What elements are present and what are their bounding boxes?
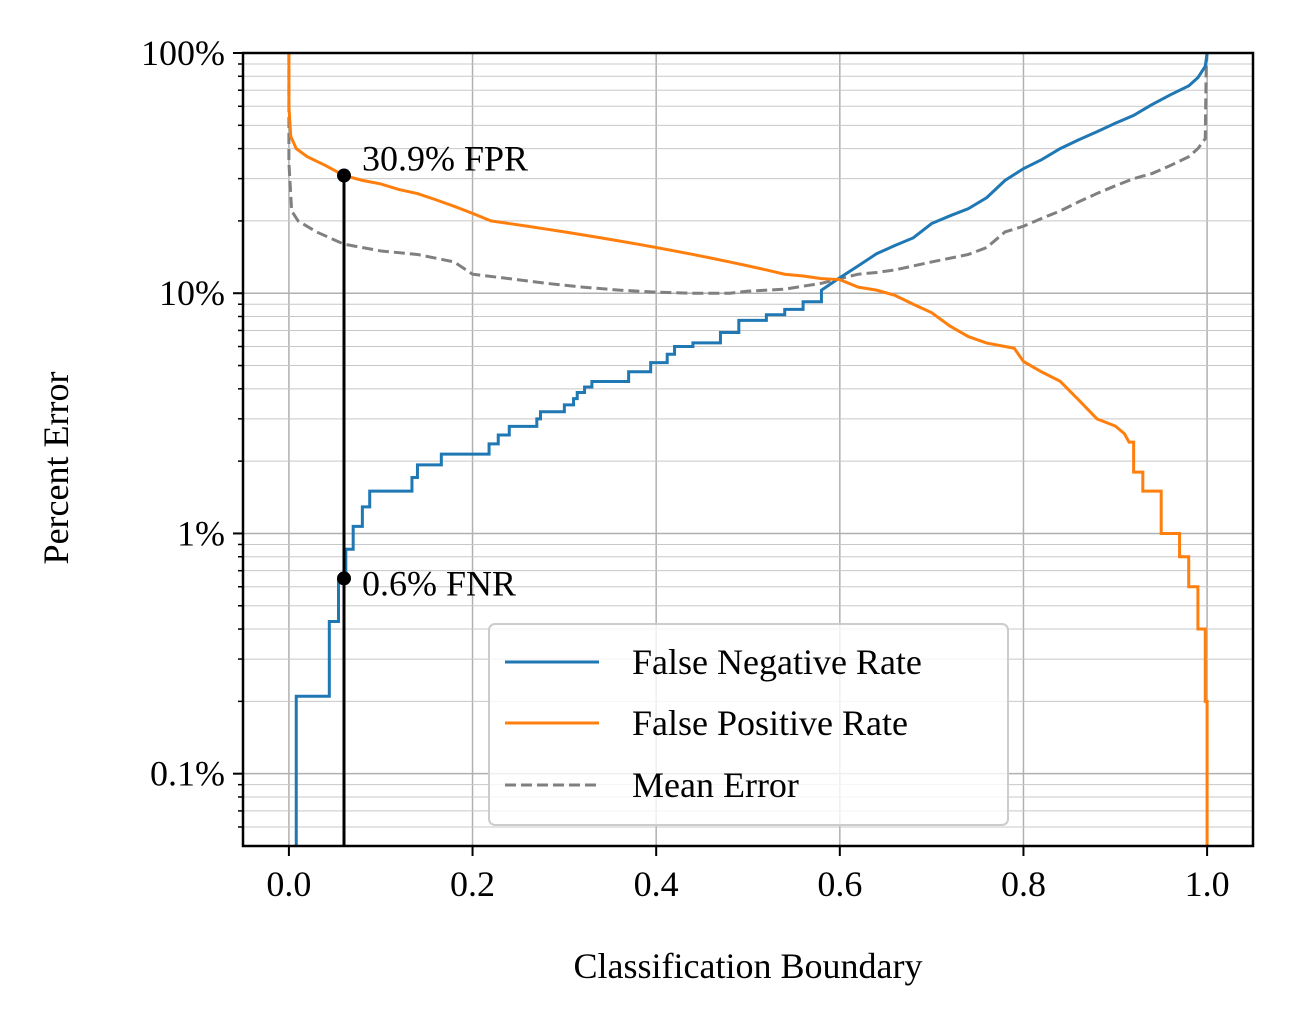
legend-label-false-negative-rate: False Negative Rate: [632, 642, 922, 682]
legend-box: [488, 623, 1009, 826]
x-tick-label: 1.0: [1185, 864, 1230, 904]
legend-label-false-positive-rate: False Positive Rate: [632, 703, 908, 743]
threshold-point: [337, 168, 351, 183]
x-tick-label: 0.8: [1001, 864, 1046, 904]
y-axis-label: Percent Error: [36, 372, 76, 565]
series-lines: [287, 53, 1209, 846]
axis-ticks: 0.0 0.2 0.4 0.6 0.8 1.0 0.1% 1% 10% 100%: [141, 33, 1230, 904]
x-tick-label: 0.4: [634, 864, 679, 904]
threshold-point: [337, 571, 351, 586]
x-tick-label: 0.0: [266, 864, 311, 904]
x-tick-label: 0.2: [450, 864, 495, 904]
threshold-annotation: 0.6% FNR: [362, 563, 516, 603]
y-tick-label: 100%: [141, 33, 225, 73]
legend-label-mean-error: Mean Error: [632, 765, 799, 805]
threshold-annotation: 30.9% FPR: [362, 139, 528, 179]
plot-frame: [241, 51, 1255, 848]
legend: False Negative Rate False Positive Rate …: [488, 623, 1009, 826]
x-axis-label: Classification Boundary: [574, 946, 923, 986]
series-line-mean-error: [287, 53, 1209, 295]
x-tick-label: 0.6: [817, 864, 862, 904]
series-line-false-positive-rate: [287, 53, 1209, 846]
y-tick-label: 0.1%: [150, 754, 225, 794]
series-line-false-negative-rate: [294, 53, 1209, 846]
y-tick-label: 10%: [159, 273, 225, 313]
y-tick-label: 1%: [177, 513, 225, 553]
threshold-marker: 30.9% FPR 0.6% FNR: [337, 139, 528, 846]
